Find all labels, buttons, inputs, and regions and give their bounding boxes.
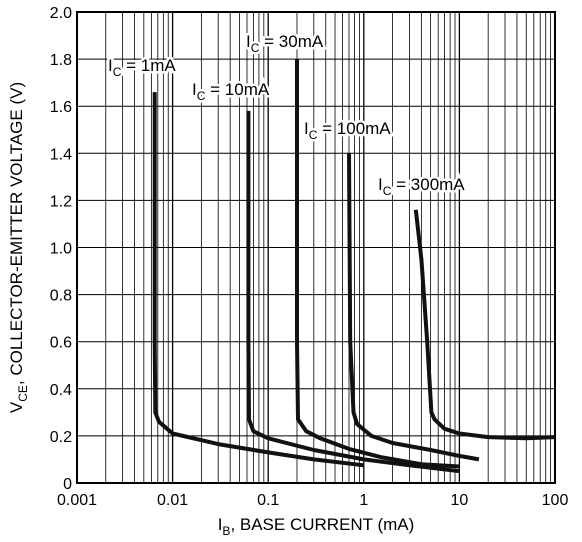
y-axis-title: VCE, COLLECTOR-EMITTER VOLTAGE (V) bbox=[7, 82, 30, 413]
y-tick-label: 0.8 bbox=[50, 288, 72, 305]
curve-label-4: IC = 100mA bbox=[304, 119, 391, 142]
x-tick-labels: 0.001 0.01 0.1 1 10 100 bbox=[57, 492, 568, 509]
curve-label-main: I bbox=[378, 175, 383, 194]
curve-label-main: I bbox=[192, 80, 197, 99]
x-tick-label: 0.1 bbox=[257, 492, 279, 509]
series-line-2 bbox=[246, 110, 460, 474]
y-tick-label: 1.2 bbox=[50, 193, 72, 210]
series-line-1 bbox=[152, 92, 365, 468]
y-tick-label: 0.2 bbox=[50, 429, 72, 446]
y-tick-label: 2.0 bbox=[50, 5, 72, 22]
x-axis-title-rest: , BASE CURRENT (mA) bbox=[230, 515, 414, 534]
y-axis-title-sub: CE bbox=[16, 385, 30, 402]
y-tick-label: 0.6 bbox=[50, 335, 72, 352]
x-axis-title-main: I bbox=[218, 515, 223, 534]
curve-label-rest: = 100mA bbox=[317, 119, 391, 138]
y-tick-label: 0.4 bbox=[50, 382, 72, 399]
series-line-4 bbox=[347, 153, 480, 462]
x-tick-label: 0.01 bbox=[157, 492, 188, 509]
curve-label-sub: C bbox=[197, 89, 206, 103]
curve-label-sub: C bbox=[309, 128, 318, 142]
curve-label-rest: = 1mA bbox=[121, 56, 176, 75]
x-tick-label: 1 bbox=[359, 492, 368, 509]
curve-label-rest: = 30mA bbox=[259, 32, 323, 51]
curve-label-3: IC = 30mA bbox=[246, 32, 324, 55]
curve-label-main: I bbox=[246, 32, 251, 51]
curve-label-main: I bbox=[304, 119, 309, 138]
curve-label-2: IC = 10mA bbox=[192, 80, 270, 103]
y-tick-label: 1.0 bbox=[50, 241, 72, 258]
curves bbox=[152, 59, 556, 474]
x-axis-title: IB, BASE CURRENT (mA) bbox=[218, 515, 415, 538]
plot-frame bbox=[76, 11, 556, 484]
x-tick-label: 100 bbox=[542, 492, 569, 509]
series-line-5 bbox=[413, 209, 556, 441]
x-axis-title-sub: B bbox=[222, 524, 230, 538]
curve-label-5: IC = 300mA bbox=[378, 175, 465, 198]
x-tick-label: 10 bbox=[451, 492, 469, 509]
y-tick-labels: 0 0.2 0.4 0.6 0.8 1.0 1.2 1.4 1.6 1.8 2.0 bbox=[50, 5, 72, 493]
curve-label-rest: = 300mA bbox=[391, 175, 465, 194]
x-tick-label: 0.001 bbox=[57, 492, 97, 509]
curve-label-sub: C bbox=[383, 184, 392, 198]
y-tick-label: 1.8 bbox=[50, 52, 72, 69]
series-line-3 bbox=[295, 59, 460, 469]
curve-label-sub: C bbox=[251, 41, 260, 55]
y-tick-label: 1.6 bbox=[50, 99, 72, 116]
grid-major bbox=[76, 11, 556, 484]
curve-label-1: IC = 1mA bbox=[108, 56, 176, 79]
curve-label-sub: C bbox=[113, 65, 122, 79]
curve-label-main: I bbox=[108, 56, 113, 75]
y-tick-label: 0 bbox=[63, 476, 72, 493]
y-axis-title-main: V bbox=[7, 401, 26, 413]
y-axis-title-rest: , COLLECTOR-EMITTER VOLTAGE (V) bbox=[7, 82, 26, 385]
y-tick-label: 1.4 bbox=[50, 146, 72, 163]
curve-label-rest: = 10mA bbox=[205, 80, 269, 99]
